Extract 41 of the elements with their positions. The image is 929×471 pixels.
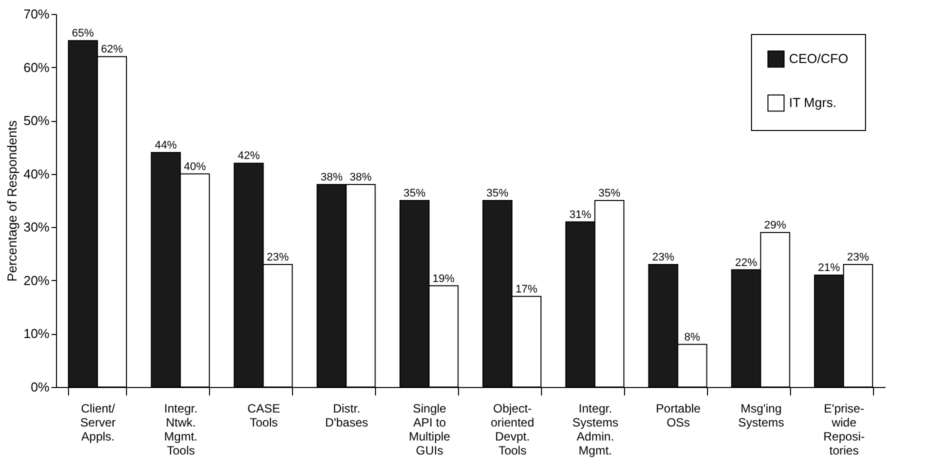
data-label: 44%	[154, 140, 178, 152]
y-tick-label: 10%	[23, 326, 50, 342]
x-tick-label: CASE Tools	[247, 402, 280, 430]
x-tick-label: Object- oriented Devpt. Tools	[490, 402, 534, 458]
data-label: 35%	[404, 188, 426, 200]
data-label: 29%	[764, 219, 786, 232]
data-label: 62%	[100, 44, 124, 56]
data-label: 31%	[569, 208, 592, 221]
legend-label: CEO/CFO	[789, 51, 848, 66]
data-label: 19%	[432, 272, 455, 285]
y-tick-label: 0%	[30, 380, 50, 394]
data-label: 40%	[184, 160, 206, 173]
data-label: 21%	[818, 262, 840, 274]
data-label: 22%	[735, 256, 758, 269]
x-tick-label: Integr. Ntwk. Mgmt. Tools	[164, 402, 198, 458]
y-tick-label: 20%	[23, 272, 50, 288]
x-tick-label: Distr. D'bases	[325, 402, 368, 430]
y-tick-label: 70%	[23, 6, 50, 22]
y-axis-title: Percentage of Respondents	[4, 120, 20, 282]
data-label: 35%	[486, 188, 509, 200]
y-tick-label: 60%	[23, 60, 50, 75]
data-label: 35%	[598, 188, 621, 200]
data-label: 38%	[320, 172, 343, 184]
y-tick-label: 30%	[23, 220, 50, 235]
data-label: 23%	[266, 251, 289, 264]
x-tick-label: Integr. Systems Admin. Mgmt.	[572, 402, 618, 458]
data-label: 23%	[847, 251, 870, 264]
data-label: 42%	[238, 150, 260, 162]
data-label: 23%	[652, 251, 674, 264]
legend-label: IT Mgrs.	[789, 95, 836, 110]
data-label: 38%	[350, 172, 372, 184]
y-tick-label: 50%	[23, 113, 50, 128]
x-tick-label: Client/ Server Appls.	[80, 402, 116, 444]
x-tick-label: E'prise- wide Reposi- tories	[823, 402, 865, 458]
data-label: 17%	[515, 283, 538, 296]
x-tick-label: Msg'ing Systems	[738, 402, 784, 430]
x-tick-label: Portable OSs	[656, 402, 701, 430]
x-tick-label: Single API to Multiple GUIs	[408, 402, 451, 458]
data-label: 8%	[684, 331, 700, 344]
data-label: 65%	[72, 28, 94, 40]
y-tick-label: 40%	[23, 166, 50, 182]
